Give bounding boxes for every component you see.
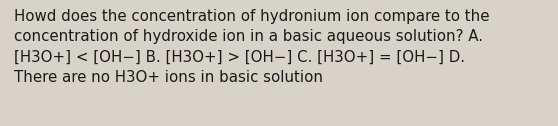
- Text: Howd does the concentration of hydronium ion compare to the
concentration of hyd: Howd does the concentration of hydronium…: [14, 9, 489, 85]
